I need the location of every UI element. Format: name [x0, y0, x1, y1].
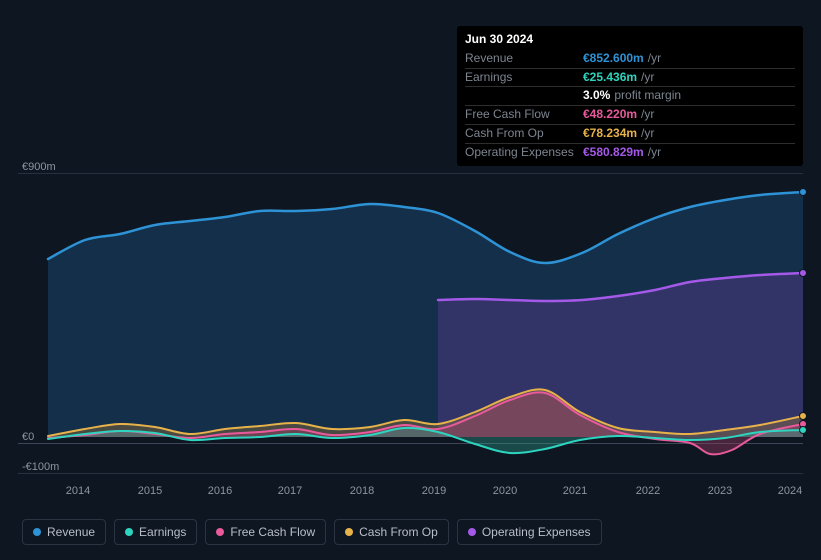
- x-tick-label: 2024: [778, 485, 802, 497]
- tooltip-row-value: €48.220m/yr: [583, 106, 795, 125]
- series-end-marker: [800, 413, 807, 420]
- tooltip-row: Free Cash Flow€48.220m/yr: [465, 106, 795, 125]
- legend-dot-icon: [33, 528, 41, 536]
- legend-dot-icon: [468, 528, 476, 536]
- x-tick-label: 2021: [563, 485, 587, 497]
- legend-item[interactable]: Earnings: [114, 519, 197, 545]
- chart-tooltip: Jun 30 2024 Revenue€852.600m/yrEarnings€…: [457, 26, 803, 166]
- x-tick-label: 2018: [350, 485, 374, 497]
- legend-item[interactable]: Revenue: [22, 519, 106, 545]
- series-end-marker: [800, 189, 807, 196]
- series-end-marker: [800, 427, 807, 434]
- tooltip-table: Revenue€852.600m/yrEarnings€25.436m/yr3.…: [465, 50, 795, 162]
- x-tick-label: 2014: [66, 485, 90, 497]
- tooltip-row-value: €580.829m/yr: [583, 143, 795, 161]
- tooltip-row-label: Revenue: [465, 50, 583, 68]
- legend-label: Operating Expenses: [482, 525, 591, 539]
- x-tick-label: 2020: [493, 485, 517, 497]
- legend-label: Revenue: [47, 525, 95, 539]
- tooltip-row-value: €78.234m/yr: [583, 124, 795, 143]
- tooltip-row-label: Operating Expenses: [465, 143, 583, 161]
- legend-item[interactable]: Operating Expenses: [457, 519, 602, 545]
- legend-dot-icon: [345, 528, 353, 536]
- tooltip-row: Earnings€25.436m/yr: [465, 68, 795, 87]
- tooltip-row-value: 3.0%profit margin: [583, 87, 795, 106]
- tooltip-row-label: Earnings: [465, 68, 583, 87]
- tooltip-date: Jun 30 2024: [465, 30, 795, 50]
- x-tick-label: 2017: [278, 485, 302, 497]
- tooltip-row: 3.0%profit margin: [465, 87, 795, 106]
- tooltip-row-value: €852.600m/yr: [583, 50, 795, 68]
- series-end-marker: [800, 270, 807, 277]
- tooltip-row-value: €25.436m/yr: [583, 68, 795, 87]
- tooltip-row-label: Cash From Op: [465, 124, 583, 143]
- legend-dot-icon: [216, 528, 224, 536]
- tooltip-row: Cash From Op€78.234m/yr: [465, 124, 795, 143]
- chart-legend: Revenue Earnings Free Cash Flow Cash From O…: [22, 519, 602, 545]
- x-tick-label: 2022: [636, 485, 660, 497]
- legend-label: Cash From Op: [359, 525, 438, 539]
- tooltip-row: Revenue€852.600m/yr: [465, 50, 795, 68]
- x-tick-label: 2023: [708, 485, 732, 497]
- tooltip-row: Operating Expenses€580.829m/yr: [465, 143, 795, 161]
- x-tick-label: 2015: [138, 485, 162, 497]
- x-tick-label: 2019: [422, 485, 446, 497]
- legend-label: Earnings: [139, 525, 186, 539]
- legend-item[interactable]: Cash From Op: [334, 519, 449, 545]
- tooltip-row-label: [465, 87, 583, 106]
- tooltip-row-label: Free Cash Flow: [465, 106, 583, 125]
- legend-label: Free Cash Flow: [230, 525, 315, 539]
- legend-dot-icon: [125, 528, 133, 536]
- x-tick-label: 2016: [208, 485, 232, 497]
- legend-item[interactable]: Free Cash Flow: [205, 519, 326, 545]
